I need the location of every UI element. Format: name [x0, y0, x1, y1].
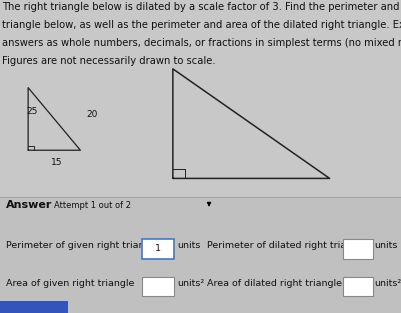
Text: 20: 20 [86, 110, 97, 119]
Text: Area of given right triangle: Area of given right triangle [6, 279, 134, 288]
Text: 15: 15 [51, 158, 62, 167]
Text: 25: 25 [26, 107, 37, 115]
Text: Answer: Answer [6, 200, 52, 210]
Text: The right triangle below is dilated by a scale factor of 3. Find the perimeter a: The right triangle below is dilated by a… [2, 2, 401, 12]
Text: units²: units² [176, 279, 204, 288]
Text: 1: 1 [154, 244, 160, 253]
Text: triangle below, as well as the perimeter and area of the dilated right triangle.: triangle below, as well as the perimeter… [2, 20, 401, 30]
FancyBboxPatch shape [342, 239, 372, 259]
Text: units: units [374, 241, 397, 250]
Text: answers as whole numbers, decimals, or fractions in simplest terms (no mixed num: answers as whole numbers, decimals, or f… [2, 38, 401, 48]
Text: Area of dilated right triangle: Area of dilated right triangle [207, 279, 341, 288]
Text: Figures are not necessarily drawn to scale.: Figures are not necessarily drawn to sca… [2, 56, 215, 66]
FancyBboxPatch shape [342, 277, 372, 296]
Text: units: units [176, 241, 200, 250]
Text: units²: units² [374, 279, 401, 288]
FancyBboxPatch shape [142, 239, 173, 259]
FancyBboxPatch shape [0, 197, 401, 313]
FancyBboxPatch shape [142, 277, 173, 296]
Text: Perimeter of dilated right triangle: Perimeter of dilated right triangle [207, 241, 366, 250]
Text: Attempt 1 out of 2: Attempt 1 out of 2 [54, 201, 131, 210]
Text: Perimeter of given right triangle: Perimeter of given right triangle [6, 241, 159, 250]
FancyBboxPatch shape [0, 301, 68, 313]
